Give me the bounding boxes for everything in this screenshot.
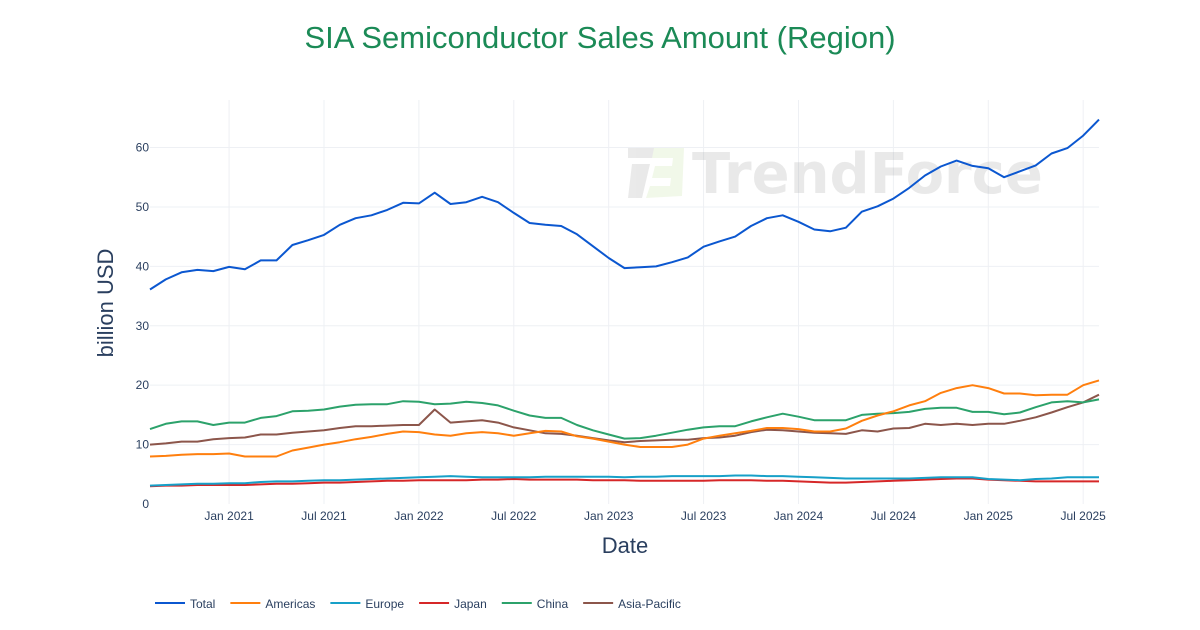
y-axis-title: billion USD bbox=[93, 249, 118, 358]
trendforce-watermark: TrendForce bbox=[628, 142, 1043, 207]
legend-item-total[interactable]: Total bbox=[155, 597, 215, 611]
x-tick-label: Jul 2021 bbox=[301, 509, 347, 523]
y-tick-label: 40 bbox=[136, 259, 150, 273]
y-axis: 0 10 20 30 40 50 60 bbox=[136, 141, 150, 511]
series-lines bbox=[149, 118, 1100, 488]
series-line-total bbox=[149, 118, 1100, 291]
x-tick-label: Jan 2021 bbox=[204, 509, 254, 523]
chart-title: SIA Semiconductor Sales Amount (Region) bbox=[304, 20, 896, 55]
legend-label: Europe bbox=[365, 597, 404, 611]
x-tick-label: Jul 2025 bbox=[1060, 509, 1106, 523]
legend-label: Americas bbox=[265, 597, 315, 611]
legend-label: China bbox=[537, 597, 569, 611]
y-tick-label: 20 bbox=[136, 378, 150, 392]
legend: Total Americas Europe Japan China Asia-Pacifi… bbox=[155, 597, 681, 611]
y-tick-label: 30 bbox=[136, 319, 150, 333]
legend-item-asia-pacific[interactable]: Asia-Pacific bbox=[583, 597, 681, 611]
x-tick-label: Jan 2022 bbox=[394, 509, 444, 523]
gridlines bbox=[150, 100, 1099, 504]
y-tick-label: 50 bbox=[136, 200, 150, 214]
legend-item-china[interactable]: China bbox=[501, 597, 569, 611]
x-tick-label: Jul 2023 bbox=[681, 509, 727, 523]
series-line-americas bbox=[149, 379, 1100, 458]
series-line-china bbox=[149, 398, 1100, 440]
watermark-text: TrendForce bbox=[692, 142, 1043, 207]
x-tick-label: Jan 2024 bbox=[774, 509, 824, 523]
x-tick-label: Jan 2025 bbox=[964, 509, 1014, 523]
legend-item-americas[interactable]: Americas bbox=[230, 597, 315, 611]
x-tick-label: Jul 2022 bbox=[491, 509, 537, 523]
series-line-europe bbox=[149, 474, 1099, 487]
legend-item-europe[interactable]: Europe bbox=[330, 597, 404, 611]
legend-label: Japan bbox=[454, 597, 487, 611]
x-axis-title: Date bbox=[602, 533, 648, 558]
x-axis: Jan 2021 Jul 2021 Jan 2022 Jul 2022 Jan 2023… bbox=[204, 509, 1106, 523]
y-tick-label: 60 bbox=[136, 141, 150, 155]
legend-label: Asia-Pacific bbox=[618, 597, 681, 611]
legend-label: Total bbox=[190, 597, 215, 611]
y-tick-label: 0 bbox=[142, 497, 149, 511]
x-tick-label: Jul 2024 bbox=[871, 509, 917, 523]
series-line-asia-pacific bbox=[149, 393, 1100, 446]
x-tick-label: Jan 2023 bbox=[584, 509, 634, 523]
legend-item-japan[interactable]: Japan bbox=[419, 597, 487, 611]
y-tick-label: 10 bbox=[136, 438, 150, 452]
series-line-japan bbox=[149, 477, 1099, 488]
